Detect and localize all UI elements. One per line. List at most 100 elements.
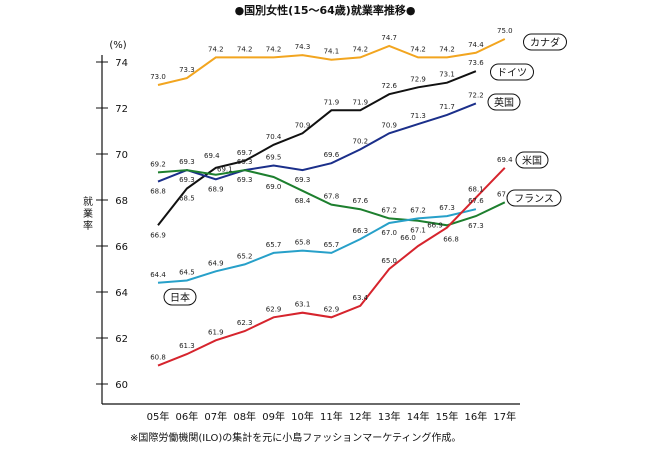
x-tick-label: 12年 [349,410,372,423]
legend-tag [523,33,567,51]
data-label: 70.2 [353,137,369,145]
series-line-4 [157,208,477,284]
data-label: 66.9 [427,221,443,229]
x-tick-label: 10年 [291,410,314,423]
y-tick-label: 64 [115,288,128,299]
series-line-0 [157,38,506,86]
y-tick-label: 62 [115,334,128,345]
data-label: 74.3 [295,43,311,51]
data-label: 72.6 [381,82,397,90]
y-tick-label: 74 [115,58,128,69]
series-line-5 [157,167,506,367]
x-tick-label: 16年 [465,410,488,423]
data-label: 65.2 [237,252,253,260]
data-label: 69.0 [266,183,282,191]
data-label: 62.3 [237,319,253,327]
data-label: 67.1 [410,227,426,235]
x-tick-label: 14年 [407,410,430,423]
data-label: 73.0 [150,73,166,81]
data-label: 69.3 [237,158,253,166]
legend-tag [487,93,521,111]
data-label: 67.6 [468,197,484,205]
data-label: 73.6 [468,59,484,67]
series-name: 英国 [494,96,514,109]
x-tick-label: 07年 [204,410,227,423]
data-label: 67.3 [468,222,484,230]
x-tick-label: 06年 [176,410,199,423]
data-label: 74.2 [237,45,253,53]
data-label: 70.4 [266,133,282,141]
y-tick-label: 60 [115,380,128,391]
data-label: 69.3 [179,176,195,184]
series-line-2 [157,102,477,183]
data-label: 61.3 [179,342,195,350]
data-label: 68.5 [179,195,195,203]
x-tick-label: 17年 [493,410,516,423]
x-tick-label: 09年 [262,410,285,423]
data-label: 62.9 [266,305,282,313]
data-label: 69.4 [497,156,513,164]
data-label: 74.2 [208,45,224,53]
data-label: 73.3 [179,66,195,74]
data-label: 65.7 [324,241,340,249]
data-label: 64.9 [208,259,224,267]
data-label: 69.3 [179,158,195,166]
data-label: 65.0 [381,257,397,265]
data-label: 69.6 [324,151,340,159]
series-name: フランス [514,193,554,205]
data-label: 72.9 [410,75,426,83]
data-label: 63.4 [353,294,369,302]
y-tick-label: 66 [115,242,128,253]
data-label: 70.9 [295,121,311,129]
x-tick-label: 13年 [378,410,401,423]
data-label: 66.9 [150,231,166,239]
data-label: 63.1 [295,301,311,309]
data-label: 65.8 [295,239,311,247]
data-label: 74.1 [324,48,340,56]
data-label: 71.9 [324,98,340,106]
data-label: 66.3 [353,227,369,235]
data-label: 68.9 [208,185,224,193]
data-label: 62.9 [324,305,340,313]
data-label: 74.2 [410,45,426,53]
data-label: 69.7 [237,149,253,157]
data-label: 64.4 [150,271,166,279]
data-label: 67.3 [439,204,455,212]
y-tick-label: 70 [115,150,128,161]
data-label: 61.9 [208,328,224,336]
data-label: 67.8 [324,193,340,201]
y-axis-label-char: 率 [83,219,93,232]
series-name: ドイツ [497,68,527,79]
data-label: 75.0 [497,27,513,35]
x-tick-label: 05年 [147,410,170,423]
data-label: 73.1 [439,71,455,79]
data-label: 74.2 [266,45,282,53]
x-tick-label: 15年 [436,410,459,423]
data-label: 67.6 [353,197,369,205]
series-line-1 [157,70,477,226]
data-label: 66.0 [400,234,416,242]
series-line-3 [157,169,506,227]
data-label: 69.3 [295,176,311,184]
legend-tag [163,288,197,306]
data-label: 66.8 [443,236,459,244]
x-tick-label: 08年 [233,410,256,423]
data-label: 71.7 [439,103,455,111]
data-label: 65.7 [266,241,282,249]
chart-title: ●国別女性(15〜64歳)就業率推移● [235,3,416,17]
data-label: 74.4 [468,41,484,49]
data-label: 69.2 [150,160,166,168]
y-tick-label: 68 [115,196,128,207]
y-unit: (%) [109,40,126,51]
y-axis-label-char: 就 [83,195,93,208]
data-label: 70.9 [381,121,397,129]
data-label: 69.1 [217,166,233,174]
data-label: 60.8 [150,354,166,362]
legend-tag [515,151,549,169]
data-label: 67.2 [381,206,397,214]
data-label: 68.1 [468,186,484,194]
data-label: 72.2 [468,91,484,99]
data-label: 74.2 [439,45,455,53]
series-name: 日本 [170,291,190,304]
